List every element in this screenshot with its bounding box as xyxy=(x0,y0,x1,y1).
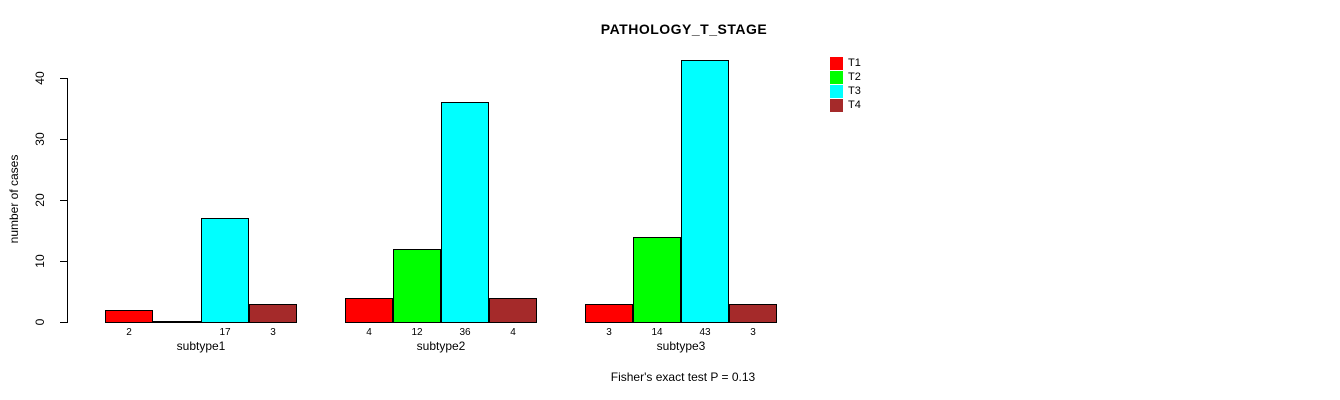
y-tick-label: 40 xyxy=(33,71,47,85)
legend-label-t4: T4 xyxy=(848,99,861,111)
bar-value-label: 3 xyxy=(750,327,756,338)
bar-value-label: 36 xyxy=(459,327,471,338)
bar-t4-subtype1 xyxy=(249,304,297,323)
y-tick-label: 20 xyxy=(33,193,47,207)
legend-label-t1: T1 xyxy=(848,57,861,69)
legend-label-t3: T3 xyxy=(848,85,861,97)
bar-t2-subtype2 xyxy=(393,249,441,323)
category-label-subtype3: subtype3 xyxy=(656,339,706,353)
y-tick-label: 30 xyxy=(33,132,47,146)
y-tick-label: 0 xyxy=(33,318,47,326)
legend-item-t1: T1 xyxy=(830,56,861,70)
y-axis-line xyxy=(67,78,68,323)
y-tick-label: 10 xyxy=(33,254,47,268)
category-label-subtype1: subtype1 xyxy=(176,339,226,353)
legend-swatch-t2 xyxy=(830,70,843,84)
chart-title: PATHOLOGY_T_STAGE xyxy=(600,21,768,37)
y-axis-label: number of cases xyxy=(7,154,21,244)
y-tick-mark xyxy=(60,200,67,201)
bar-t3-subtype1 xyxy=(201,218,249,323)
bar-t4-subtype2 xyxy=(489,298,537,323)
legend: T1 T2 T3 T4 xyxy=(830,56,861,112)
legend-item-t4: T4 xyxy=(830,98,861,112)
legend-label-t2: T2 xyxy=(848,71,861,83)
bar-t2-subtype1-zero xyxy=(153,321,201,323)
bar-t1-subtype2 xyxy=(345,298,393,323)
category-label-subtype2: subtype2 xyxy=(416,339,466,353)
legend-swatch-t4 xyxy=(830,98,843,112)
legend-swatch-t1 xyxy=(830,56,843,70)
bar-value-label: 4 xyxy=(366,327,372,338)
bar-value-label: 12 xyxy=(411,327,423,338)
bar-value-label: 3 xyxy=(606,327,612,338)
bar-t1-subtype1 xyxy=(105,310,153,323)
bar-t1-subtype3 xyxy=(585,304,633,323)
legend-item-t3: T3 xyxy=(830,84,861,98)
bar-value-label: 4 xyxy=(510,327,516,338)
bar-value-label: 17 xyxy=(219,327,231,338)
bar-t3-subtype2 xyxy=(441,102,489,323)
bar-t3-subtype3 xyxy=(681,60,729,323)
bar-t2-subtype3 xyxy=(633,237,681,323)
y-tick-mark xyxy=(60,78,67,79)
y-tick-mark xyxy=(60,139,67,140)
y-tick-mark xyxy=(60,322,67,323)
bar-value-label: 3 xyxy=(270,327,276,338)
legend-item-t2: T2 xyxy=(830,70,861,84)
bar-value-label: 43 xyxy=(699,327,711,338)
legend-swatch-t3 xyxy=(830,84,843,98)
annotation-text: Fisher's exact test P = 0.13 xyxy=(610,370,756,384)
bar-value-label: 14 xyxy=(651,327,663,338)
bar-value-label: 2 xyxy=(126,327,132,338)
bar-t4-subtype3 xyxy=(729,304,777,323)
y-tick-mark xyxy=(60,261,67,262)
